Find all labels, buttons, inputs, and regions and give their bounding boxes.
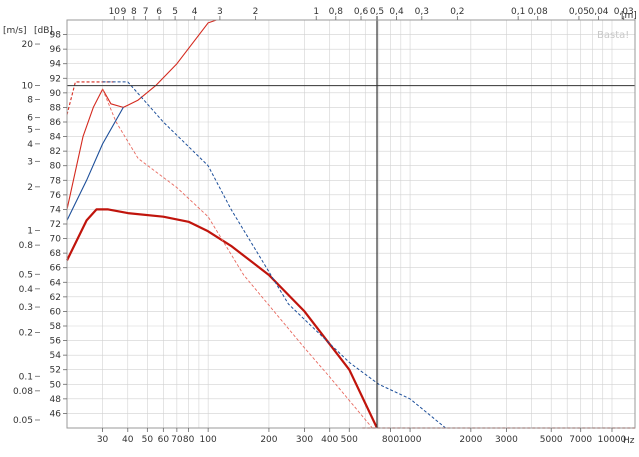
x-tick-label: 400 xyxy=(321,435,338,445)
x-tick-label: 80 xyxy=(183,435,195,445)
series-line-4 xyxy=(66,107,124,221)
marker-lines xyxy=(67,16,635,428)
y2-axis-label: [m/s] xyxy=(3,26,27,36)
x-tick-label: 500 xyxy=(341,435,358,445)
y-tick-label: 88 xyxy=(50,103,62,113)
y2-tick-label: 0.5 xyxy=(19,270,33,280)
top-axis-ticks: 10 9 8 7 6 5 4 3 2 1 0,8 0,6 0,5 0,4 0,3 0,2 0,1 0,08 0,05… xyxy=(109,7,634,20)
top-tick-label: 0,08 xyxy=(528,7,548,17)
top-tick-label: 4 xyxy=(192,7,198,17)
y2-tick-label: 3 xyxy=(27,157,33,167)
x-tick-label: 60 xyxy=(158,435,170,445)
top-tick-label: 3 xyxy=(217,7,223,17)
y-tick-label: 98 xyxy=(50,31,62,41)
y-tick-label: 62 xyxy=(50,293,61,303)
top-tick-label: 2 xyxy=(253,7,259,17)
y2-tick-label: 10 xyxy=(22,82,34,92)
y2-tick-label: 0.3 xyxy=(19,303,33,313)
y-tick-label: 64 xyxy=(50,278,62,288)
top-tick-label: 0,1 xyxy=(511,7,525,17)
top-tick-label: 6 xyxy=(156,7,162,17)
y-tick-label: 96 xyxy=(50,45,62,55)
x-tick-label: 70 xyxy=(171,435,183,445)
y-tick-label: 66 xyxy=(50,264,62,274)
y-tick-label: 58 xyxy=(50,322,62,332)
y-tick-label: 54 xyxy=(50,351,62,361)
y-tick-label: 92 xyxy=(50,74,61,84)
top-axis-label: [m] xyxy=(621,11,637,21)
y2-tick-label: 6 xyxy=(27,114,33,124)
y-tick-label: 46 xyxy=(50,409,62,419)
series-line-5 xyxy=(102,81,446,429)
top-tick-label: 0,2 xyxy=(450,7,464,17)
x-tick-label: 1000 xyxy=(399,435,422,445)
y-tick-label: 94 xyxy=(50,60,62,70)
x-tick-label: 200 xyxy=(260,435,277,445)
series-line-1 xyxy=(66,208,378,429)
x-axis-ticks: 30 40 50 60 70 80 100 200 300 400 500 800 1000 2000 30… xyxy=(97,428,627,445)
top-tick-label: 5 xyxy=(172,7,178,17)
y-axis-label: [dB] xyxy=(34,26,53,36)
top-tick-label: 0,6 xyxy=(354,7,369,17)
y-tick-label: 60 xyxy=(50,307,62,317)
y-tick-label: 82 xyxy=(50,147,61,157)
top-tick-label: 8 xyxy=(131,7,137,17)
y-tick-label: 80 xyxy=(50,162,62,172)
y2-tick-label: 2 xyxy=(27,183,33,193)
x-tick-label: 800 xyxy=(382,435,399,445)
y2-tick-label: 0.1 xyxy=(19,372,33,382)
y-tick-label: 68 xyxy=(50,249,62,259)
y-axis-ticks: 46 48 50 52 54 56 58 60 62 64 66 68 70 72 74 76 78 80 82 84… xyxy=(50,31,67,419)
x-tick-label: 2000 xyxy=(459,435,482,445)
y2-tick-label: 5 xyxy=(27,125,33,135)
y2-tick-label: 0.8 xyxy=(19,241,34,251)
y2-tick-label: 0.08 xyxy=(13,387,33,397)
y-tick-label: 48 xyxy=(50,395,62,405)
y-tick-label: 74 xyxy=(50,205,62,215)
y2-axis-ticks: 20 10 8 65 4 3 2 1 0.8 0.5 0.4 0.3 0.2 0.1 0.08 0.05 xyxy=(13,40,40,426)
x-axis-label: Hz xyxy=(623,436,635,446)
y2-tick-label: 0.05 xyxy=(13,416,33,426)
top-tick-label: 0,03 xyxy=(614,7,634,17)
top-tick-label: 0,05 xyxy=(569,7,589,17)
grid xyxy=(66,20,635,428)
top-tick-label: 9 xyxy=(121,7,127,17)
top-tick-label: 0,4 xyxy=(389,7,404,17)
x-tick-label: 7000 xyxy=(569,435,592,445)
x-tick-label: 50 xyxy=(142,435,154,445)
y2-tick-label: 4 xyxy=(27,140,33,150)
top-tick-label: 0,8 xyxy=(329,7,344,17)
x-tick-label: 3000 xyxy=(495,435,518,445)
y2-tick-label: 1 xyxy=(27,227,33,237)
watermark: Basta! xyxy=(597,30,629,41)
y-tick-label: 90 xyxy=(50,89,62,99)
y2-tick-label: 0.2 xyxy=(19,329,33,339)
y-tick-label: 86 xyxy=(50,118,62,128)
y2-tick-label: 8 xyxy=(27,95,33,105)
y-tick-label: 84 xyxy=(50,133,62,143)
y-tick-label: 52 xyxy=(50,366,61,376)
y-tick-label: 70 xyxy=(50,235,62,245)
y-tick-label: 72 xyxy=(50,220,61,230)
y2-tick-label: 20 xyxy=(22,40,34,50)
x-tick-label: 10000 xyxy=(598,435,627,445)
x-tick-label: 40 xyxy=(122,435,134,445)
top-tick-label: 0,5 xyxy=(370,7,384,17)
top-tick-label: 0,3 xyxy=(415,7,429,17)
x-tick-label: 30 xyxy=(97,435,109,445)
top-tick-label: 1 xyxy=(313,7,319,17)
x-tick-label: 300 xyxy=(296,435,313,445)
top-tick-label: 7 xyxy=(143,7,149,17)
top-tick-label: 0,04 xyxy=(588,7,608,17)
y-tick-label: 78 xyxy=(50,176,62,186)
x-tick-label: 5000 xyxy=(540,435,563,445)
y2-tick-label: 0.4 xyxy=(19,285,34,295)
y-tick-label: 76 xyxy=(50,191,62,201)
top-tick-label: 10 xyxy=(109,7,121,17)
x-tick-label: 100 xyxy=(200,435,217,445)
y-tick-label: 50 xyxy=(50,380,62,390)
y-tick-label: 56 xyxy=(50,337,62,347)
